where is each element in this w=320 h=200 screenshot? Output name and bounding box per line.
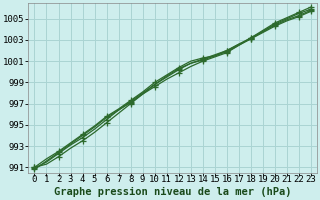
X-axis label: Graphe pression niveau de la mer (hPa): Graphe pression niveau de la mer (hPa) [54, 187, 292, 197]
